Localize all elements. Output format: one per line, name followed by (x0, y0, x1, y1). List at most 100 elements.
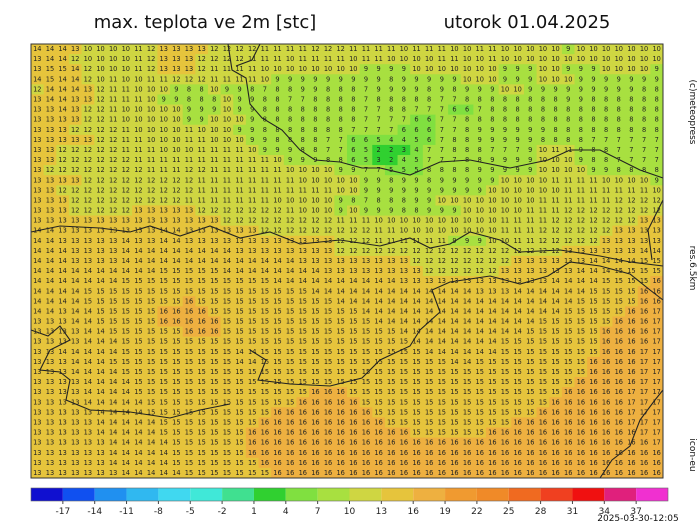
grid-value: 14 (336, 287, 344, 295)
grid-cell (397, 185, 411, 196)
grid-cell (68, 377, 82, 388)
grid-value: 14 (96, 429, 104, 437)
grid-value: 10 (652, 45, 660, 53)
grid-value: 14 (324, 287, 332, 295)
grid-value: 14 (513, 307, 521, 315)
grid-value: 14 (513, 287, 521, 295)
grid-cell (245, 94, 259, 105)
grid-cell (245, 387, 259, 398)
grid-cell (372, 457, 386, 469)
grid-cell (119, 306, 133, 317)
grid-value: 15 (438, 378, 446, 386)
grid-value: 11 (438, 55, 446, 63)
grid-cell (549, 427, 563, 439)
grid-cell (283, 255, 297, 267)
grid-cell (549, 245, 563, 257)
grid-cell (132, 397, 146, 408)
grid-value: 16 (273, 469, 281, 477)
grid-cell (372, 114, 386, 126)
grid-value: 13 (197, 45, 205, 53)
grid-cell (106, 255, 120, 267)
grid-value: 14 (84, 368, 92, 376)
grid-value: 14 (513, 328, 521, 336)
grid-cell (43, 437, 57, 449)
grid-cell (233, 447, 247, 459)
grid-value: 10 (273, 196, 281, 204)
grid-value: 16 (438, 439, 446, 447)
grid-value: 13 (185, 207, 193, 215)
grid-value: 14 (185, 247, 193, 255)
grid-cell (271, 64, 285, 75)
grid-value: 13 (160, 65, 168, 73)
grid-value: 10 (96, 75, 104, 83)
grid-cell (473, 407, 487, 418)
grid-cell (119, 397, 133, 408)
grid-value: 13 (46, 378, 54, 386)
grid-cell (523, 266, 537, 277)
grid-value: 13 (71, 237, 79, 245)
grid-value: 9 (503, 156, 507, 164)
grid-cell (587, 407, 601, 418)
grid-value: 12 (197, 207, 205, 215)
grid-cell (486, 74, 500, 85)
grid-cell (347, 306, 361, 317)
grid-value: 8 (642, 106, 646, 114)
grid-cell (68, 286, 82, 297)
grid-value: 13 (84, 136, 92, 144)
grid-cell (170, 457, 184, 469)
grid-cell (81, 346, 95, 358)
grid-value: 9 (364, 176, 368, 184)
grid-value: 15 (615, 297, 623, 305)
grid-cell (68, 447, 82, 459)
grid-value: 12 (362, 247, 370, 255)
grid-cell (422, 215, 436, 227)
grid-cell (473, 356, 487, 368)
grid-cell (144, 467, 158, 479)
grid-cell (157, 84, 171, 95)
grid-cell (384, 155, 398, 166)
grid-value: 8 (604, 96, 608, 104)
grid-value: 12 (248, 217, 256, 225)
grid-cell (106, 356, 120, 368)
grid-value: 14 (374, 297, 382, 305)
grid-cell (473, 195, 487, 206)
grid-cell (271, 44, 285, 55)
grid-value: 8 (351, 85, 355, 93)
grid-cell (523, 114, 537, 126)
grid-value: 10 (488, 65, 496, 73)
grid-cell (195, 286, 209, 297)
grid-value: 12 (71, 186, 79, 194)
grid-cell (195, 296, 209, 307)
grid-value: 8 (465, 136, 469, 144)
grid-value: 15 (438, 368, 446, 376)
grid-cell (106, 286, 120, 297)
grid-cell (245, 316, 259, 328)
grid-cell (435, 215, 449, 227)
grid-cell (321, 467, 335, 479)
grid-value: 13 (134, 207, 142, 215)
grid-cell (245, 195, 259, 206)
grid-value: 16 (261, 429, 269, 437)
grid-value: 14 (96, 368, 104, 376)
grid-cell (410, 134, 424, 146)
grid-value: 8 (414, 207, 418, 215)
grid-value: 16 (248, 449, 256, 457)
grid-value: 15 (400, 368, 408, 376)
grid-cell (625, 114, 639, 126)
grid-cell (220, 316, 234, 328)
grid-cell (119, 407, 133, 418)
grid-value: 16 (539, 439, 547, 447)
grid-value: 9 (516, 126, 520, 134)
grid-cell (650, 377, 664, 388)
grid-value: 15 (134, 368, 142, 376)
grid-value: 9 (655, 65, 659, 73)
grid-cell (587, 336, 601, 348)
grid-value: 13 (33, 398, 41, 406)
grid-cell (574, 84, 588, 95)
grid-value: 9 (591, 65, 595, 73)
grid-cell (599, 175, 613, 186)
grid-cell (233, 296, 247, 307)
grid-value: 7 (376, 116, 380, 124)
grid-cell (296, 336, 310, 348)
grid-value: 10 (374, 217, 382, 225)
